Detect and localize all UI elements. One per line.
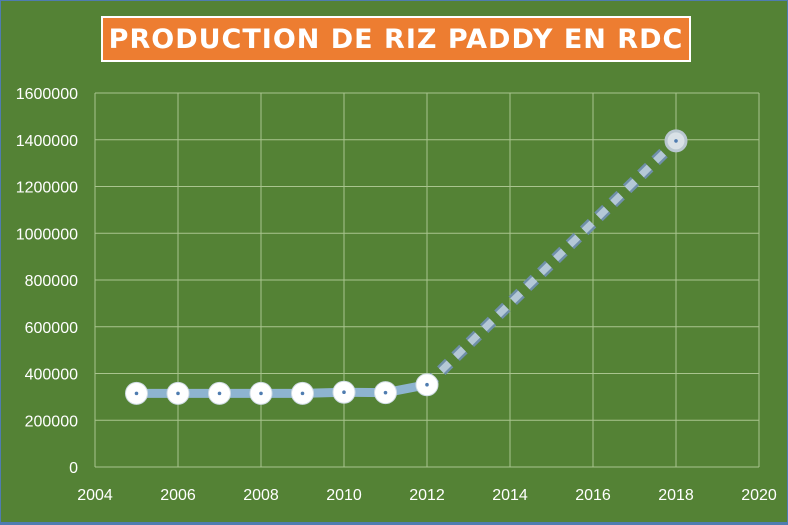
x-tick-label: 2020 [741, 487, 777, 504]
chart-title: PRODUCTION DE RIZ PADDY EN RDC [108, 23, 684, 55]
data-point-center [259, 391, 263, 396]
y-tick-label: 0 [69, 460, 78, 477]
x-tick-label: 2006 [160, 487, 196, 504]
data-point-center [134, 391, 139, 396]
y-tick-label: 200000 [25, 413, 78, 430]
data-point-center [300, 391, 305, 396]
x-axis-ticks: 2004 2006 2008 2010 2012 2014 2016 2018 2020 [77, 487, 777, 504]
y-axis-ticks: 0 200000 400000 600000 800000 1000000 1200000 1… [16, 86, 78, 477]
data-point-center [176, 391, 180, 396]
dotted-trend-line-highlight [424, 138, 679, 388]
y-tick-label: 400000 [25, 367, 78, 384]
y-tick-label: 800000 [25, 273, 78, 290]
data-point-center [674, 139, 678, 143]
x-tick-label: 2014 [492, 487, 528, 504]
data-point-center [342, 390, 346, 395]
y-tick-label: 1000000 [16, 226, 78, 243]
data-point-center [425, 382, 429, 387]
y-tick-label: 600000 [25, 320, 78, 337]
y-tick-label: 1600000 [16, 86, 78, 103]
x-tick-label: 2004 [77, 487, 113, 504]
x-tick-label: 2012 [409, 487, 445, 504]
dotted-trend-line [422, 136, 681, 390]
x-tick-label: 2008 [243, 487, 279, 504]
y-tick-label: 1200000 [16, 180, 78, 197]
x-tick-label: 2018 [658, 487, 694, 504]
chart-title-box: PRODUCTION DE RIZ PADDY EN RDC [101, 16, 691, 62]
y-tick-label: 1400000 [16, 133, 78, 150]
data-point-center [217, 391, 222, 396]
x-tick-label: 2016 [575, 487, 611, 504]
data-point-center [383, 390, 388, 395]
series-markers [125, 129, 688, 405]
series-lines [136, 136, 681, 398]
x-tick-label: 2010 [326, 487, 362, 504]
